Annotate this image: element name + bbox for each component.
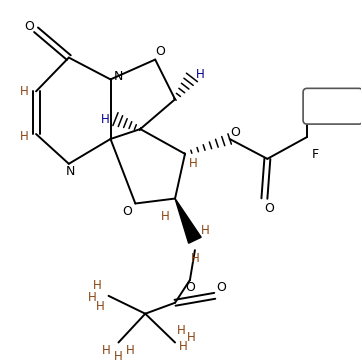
Text: Abs: Abs — [322, 100, 344, 113]
Text: H: H — [114, 350, 123, 363]
Text: F: F — [311, 149, 319, 161]
Text: O: O — [155, 45, 165, 58]
Text: O: O — [231, 126, 240, 139]
Text: H: H — [101, 112, 110, 126]
Text: O: O — [264, 202, 274, 215]
Text: H: H — [20, 130, 29, 142]
Text: H: H — [88, 291, 97, 304]
Text: O: O — [24, 20, 34, 33]
Text: H: H — [20, 85, 29, 98]
Text: H: H — [126, 344, 135, 357]
Text: N: N — [114, 70, 123, 83]
Text: O: O — [216, 281, 226, 294]
Text: H: H — [190, 252, 199, 265]
Text: O: O — [185, 281, 195, 294]
Text: N: N — [66, 165, 76, 178]
Text: H: H — [189, 157, 197, 170]
Text: H: H — [96, 300, 105, 313]
Text: H: H — [201, 224, 209, 237]
Text: H: H — [93, 280, 102, 292]
Text: F: F — [307, 112, 313, 126]
Text: H: H — [102, 344, 111, 357]
Text: H: H — [186, 331, 195, 344]
Text: H: H — [195, 68, 204, 81]
FancyBboxPatch shape — [303, 88, 362, 124]
Text: H: H — [178, 340, 188, 353]
Text: O: O — [122, 205, 132, 218]
Polygon shape — [175, 198, 201, 243]
Text: H: H — [177, 324, 185, 337]
Text: H: H — [161, 210, 169, 223]
